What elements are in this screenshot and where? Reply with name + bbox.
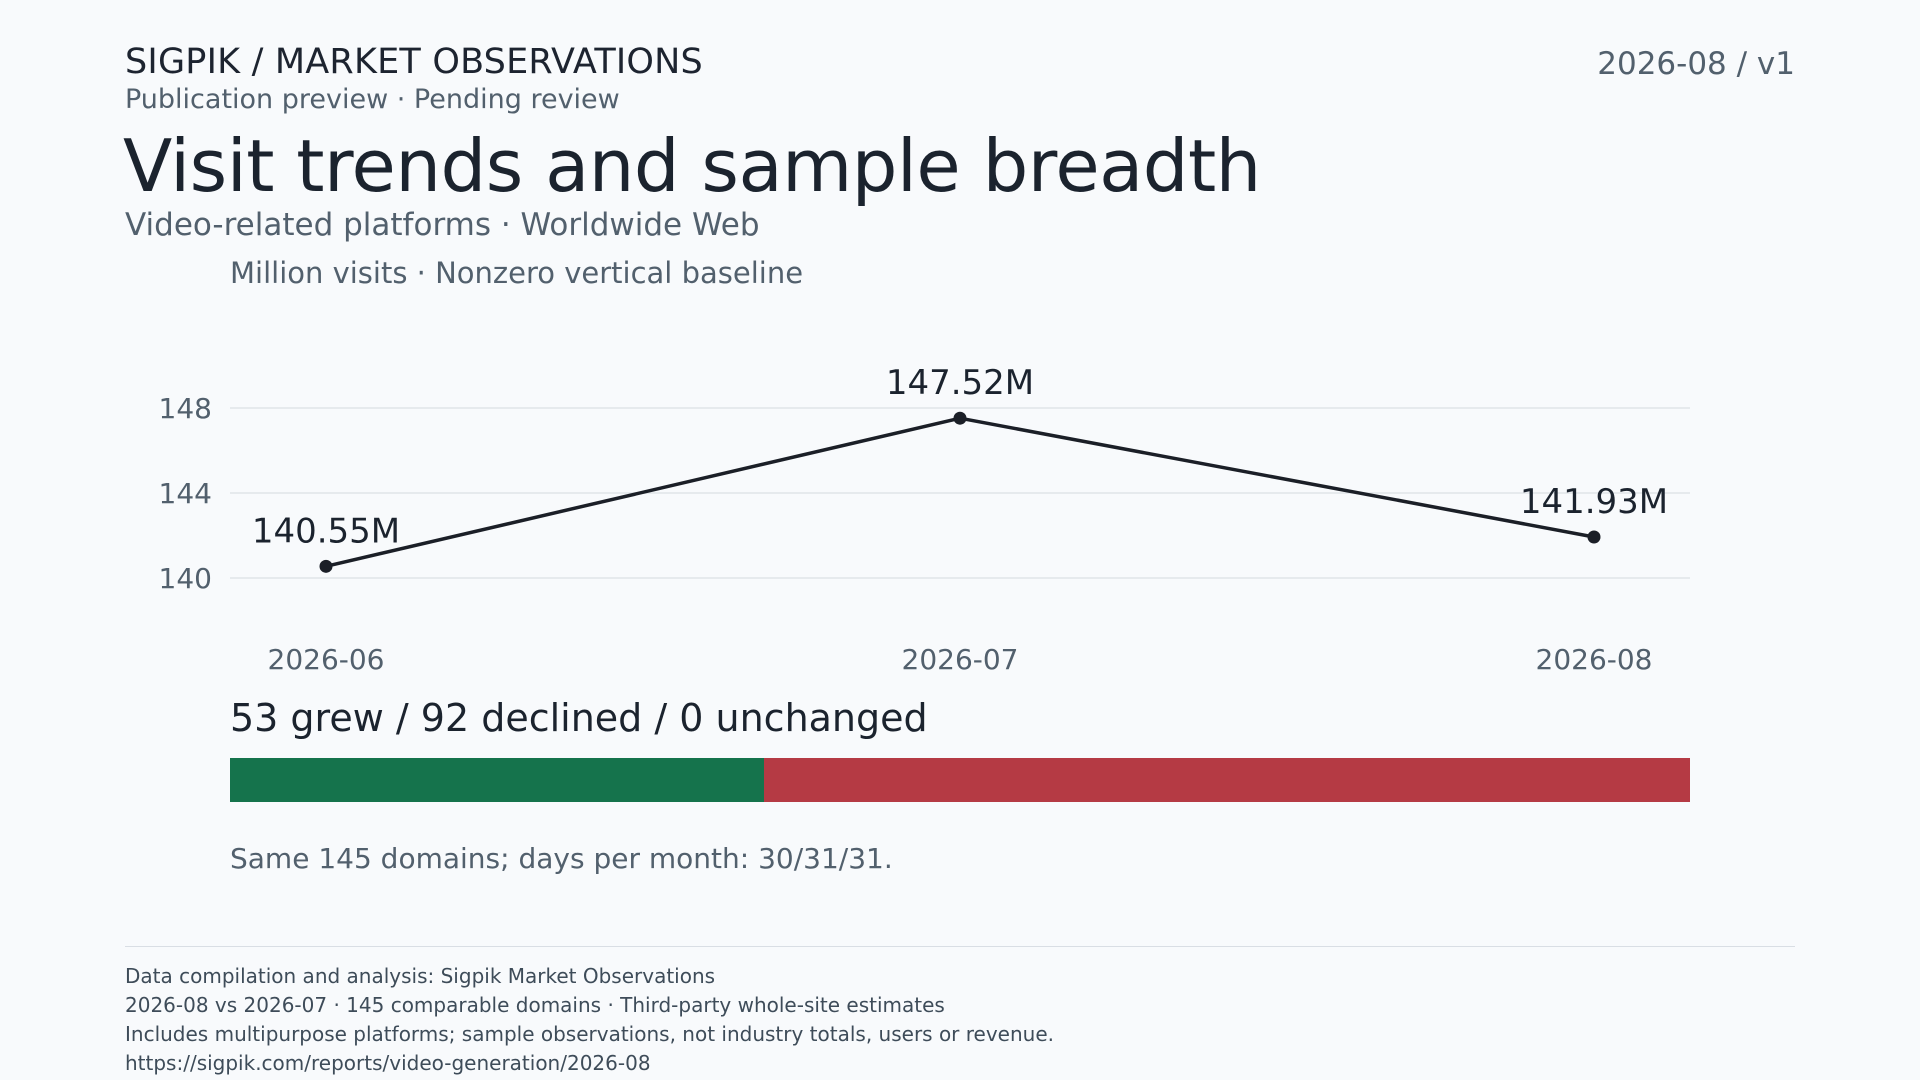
footer: Data compilation and analysis: Sigpik Ma… bbox=[125, 962, 1054, 1078]
data-label: 140.55M bbox=[252, 511, 400, 551]
data-point bbox=[319, 559, 333, 573]
footer-line: Data compilation and analysis: Sigpik Ma… bbox=[125, 964, 716, 988]
data-label: 147.52M bbox=[886, 363, 1034, 403]
page-subtitle: Video-related platforms · Worldwide Web bbox=[125, 207, 760, 243]
breadth-segment-grew bbox=[230, 758, 764, 802]
publication-status: Publication preview · Pending review bbox=[125, 84, 620, 115]
breadth-stacked-bar bbox=[230, 758, 1690, 802]
data-point bbox=[1587, 530, 1601, 544]
x-tick-label: 2026-08 bbox=[1536, 643, 1653, 676]
chart-unit-note: Million visits · Nonzero vertical baseli… bbox=[230, 256, 804, 290]
y-tick-label: 144 bbox=[159, 477, 212, 510]
visits-line-chart: 140 144 148 2026-06 2026-07 2026-08 140.55M 147… bbox=[159, 363, 1690, 676]
edition-label: 2026-08 / v1 bbox=[1597, 46, 1795, 82]
y-tick-label: 148 bbox=[159, 392, 212, 425]
x-tick-label: 2026-07 bbox=[902, 643, 1019, 676]
footer-link[interactable]: https://sigpik.com/reports/video-generat… bbox=[125, 1051, 651, 1075]
y-tick-label: 140 bbox=[159, 562, 212, 595]
breadth-note: Same 145 domains; days per month: 30/31/… bbox=[230, 842, 893, 875]
data-point bbox=[953, 411, 967, 425]
breadth-segment-declined bbox=[763, 758, 1690, 802]
footer-line: Includes multipurpose platforms; sample … bbox=[125, 1022, 1055, 1046]
breadth-headline: 53 grew / 92 declined / 0 unchanged bbox=[230, 696, 928, 740]
footer-divider bbox=[125, 946, 1795, 947]
x-tick-label: 2026-06 bbox=[268, 643, 385, 676]
brand-title: SIGPIK / MARKET OBSERVATIONS bbox=[125, 42, 703, 82]
footer-line: 2026-08 vs 2026-07 · 145 comparable doma… bbox=[125, 993, 945, 1017]
data-label: 141.93M bbox=[1520, 482, 1668, 522]
page-title: Visit trends and sample breadth bbox=[123, 124, 1261, 208]
